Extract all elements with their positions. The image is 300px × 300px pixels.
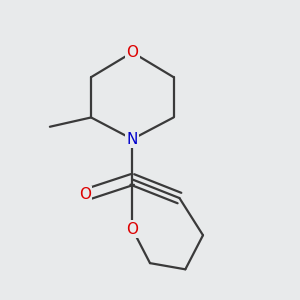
Text: O: O [126,221,138,236]
Text: N: N [127,132,138,147]
Text: O: O [126,45,138,60]
Text: O: O [79,188,91,202]
